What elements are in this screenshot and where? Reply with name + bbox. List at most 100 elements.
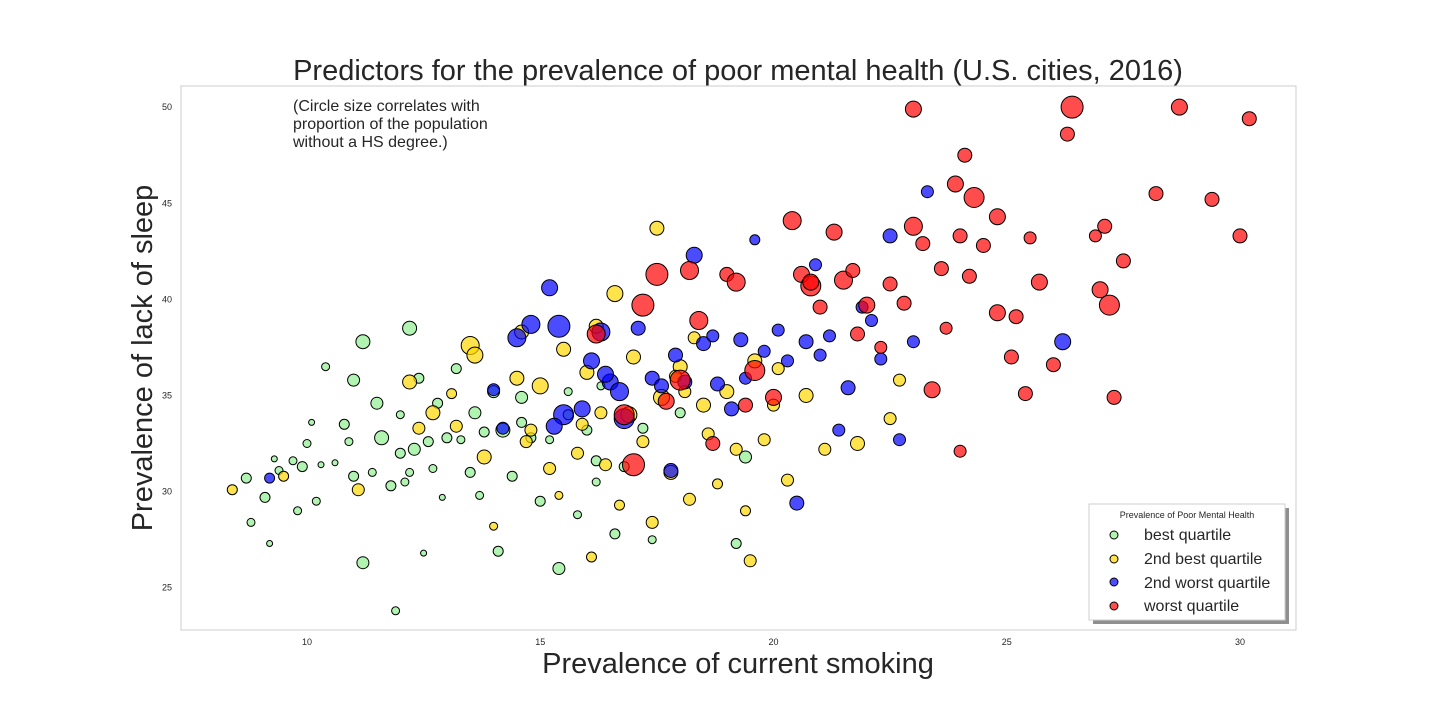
data-point-2nd-best-quartile [599, 458, 612, 472]
data-point-best-quartile [240, 472, 252, 484]
y-tick-label: 50 [162, 102, 172, 112]
data-point-worst-quartile [903, 216, 923, 236]
data-point-worst-quartile [586, 324, 606, 344]
data-point-2nd-best-quartile [586, 551, 597, 563]
data-point-best-quartile [402, 320, 418, 336]
data-point-best-quartile [591, 477, 601, 487]
data-point-best-quartile [545, 435, 555, 445]
data-point-best-quartile [468, 406, 482, 420]
chart-title: Predictors for the prevalence of poor me… [293, 55, 1183, 87]
data-point-best-quartile [391, 606, 401, 616]
data-point-best-quartile [506, 470, 518, 482]
data-point-best-quartile [534, 495, 546, 507]
data-point-worst-quartile [1045, 357, 1061, 373]
legend-label-2nd-best-quartile: 2nd best quartile [1144, 551, 1262, 568]
data-point-2nd-worst-quartile [882, 228, 898, 244]
data-point-2nd-best-quartile [524, 423, 538, 437]
x-tick-label: 20 [768, 637, 778, 647]
data-point-worst-quartile [1091, 281, 1109, 299]
data-point-worst-quartile [975, 238, 991, 253]
data-point-worst-quartile [726, 272, 746, 292]
data-point-best-quartile [347, 373, 361, 387]
data-point-2nd-worst-quartile [668, 347, 683, 363]
x-axis-label: Prevalence of current smoking [542, 648, 934, 680]
data-point-worst-quartile [1098, 294, 1120, 316]
data-point-best-quartile [478, 426, 490, 438]
data-point-best-quartile [288, 456, 298, 466]
data-point-best-quartile [438, 493, 446, 501]
data-point-worst-quartile [1059, 126, 1075, 142]
data-point-2nd-worst-quartile [874, 352, 888, 366]
data-point-worst-quartile [657, 392, 675, 410]
legend-label-worst-quartile: worst quartile [1143, 598, 1239, 615]
data-point-worst-quartile [874, 340, 888, 354]
data-point-worst-quartile [988, 208, 1006, 226]
data-point-2nd-best-quartile [818, 442, 832, 456]
data-point-2nd-best-quartile [594, 406, 608, 420]
legend-label-2nd-worst-quartile: 2nd worst quartile [1144, 575, 1270, 592]
data-point-worst-quartile [1170, 98, 1188, 116]
data-point-2nd-best-quartile [614, 499, 625, 511]
data-point-worst-quartile [896, 295, 912, 311]
data-point-worst-quartile [705, 436, 721, 451]
data-point-2nd-best-quartile [740, 505, 751, 517]
data-point-2nd-best-quartile [554, 490, 564, 500]
data-point-2nd-best-quartile [226, 484, 238, 496]
data-point-2nd-worst-quartile [541, 279, 559, 297]
data-point-worst-quartile [953, 444, 967, 458]
data-point-worst-quartile [1241, 111, 1257, 127]
data-point-worst-quartile [1232, 228, 1248, 244]
data-point-best-quartile [420, 549, 428, 557]
data-point-worst-quartile [961, 268, 977, 284]
data-point-worst-quartile [858, 296, 876, 314]
data-point-worst-quartile [904, 100, 922, 118]
data-point-best-quartile [422, 436, 434, 448]
data-point-2nd-worst-quartile [798, 334, 814, 350]
data-point-best-quartile [464, 466, 476, 478]
data-point-worst-quartile [882, 276, 898, 292]
data-point-best-quartile [302, 439, 312, 448]
data-point-best-quartile [259, 491, 271, 503]
data-point-worst-quartile [1115, 253, 1131, 269]
data-point-2nd-worst-quartile [547, 314, 571, 338]
data-point-2nd-best-quartile [743, 554, 757, 568]
data-point-worst-quartile [613, 404, 635, 426]
data-point-best-quartile [374, 430, 390, 446]
data-point-best-quartile [573, 510, 582, 520]
data-point-2nd-worst-quartile [597, 365, 614, 383]
data-point-worst-quartile [939, 321, 953, 335]
data-point-worst-quartile [782, 211, 802, 231]
data-point-2nd-best-quartile [883, 412, 897, 426]
axis-ticks: 10 15 20 25 30 25 30 35 40 45 50 [162, 102, 1245, 647]
data-point-worst-quartile [1097, 218, 1113, 234]
data-point-worst-quartile [744, 360, 766, 381]
data-point-2nd-worst-quartile [920, 185, 934, 199]
data-point-best-quartile [637, 422, 649, 434]
data-point-2nd-worst-quartile [832, 423, 846, 437]
data-point-best-quartile [355, 334, 371, 350]
data-point-best-quartile [395, 410, 405, 420]
data-point-worst-quartile [669, 369, 691, 391]
data-point-2nd-worst-quartile [757, 344, 771, 358]
data-point-best-quartile [552, 562, 566, 575]
data-point-worst-quartile [645, 262, 669, 286]
data-point-2nd-worst-quartile [893, 433, 906, 447]
data-point-2nd-worst-quartile [264, 472, 276, 484]
data-point-2nd-worst-quartile [865, 314, 878, 327]
data-point-2nd-worst-quartile [583, 352, 600, 370]
legend-marker-2nd-worst-quartile [1109, 577, 1119, 587]
data-point-2nd-best-quartile [893, 373, 906, 387]
data-point-2nd-best-quartile [649, 220, 665, 236]
data-point-2nd-best-quartile [489, 521, 499, 531]
data-point-worst-quartile [1088, 229, 1102, 243]
data-point-best-quartile [400, 477, 410, 487]
data-point-2nd-worst-quartile [840, 380, 856, 396]
data-point-best-quartile [428, 464, 438, 473]
data-point-2nd-worst-quartile [733, 332, 749, 348]
data-point-2nd-best-quartile [850, 436, 865, 451]
data-point-worst-quartile [802, 273, 820, 291]
data-point-2nd-best-quartile [683, 492, 696, 506]
annotation-line-1: (Circle size correlates with [293, 98, 480, 115]
x-tick-label: 15 [535, 637, 545, 647]
data-point-best-quartile [308, 418, 316, 426]
